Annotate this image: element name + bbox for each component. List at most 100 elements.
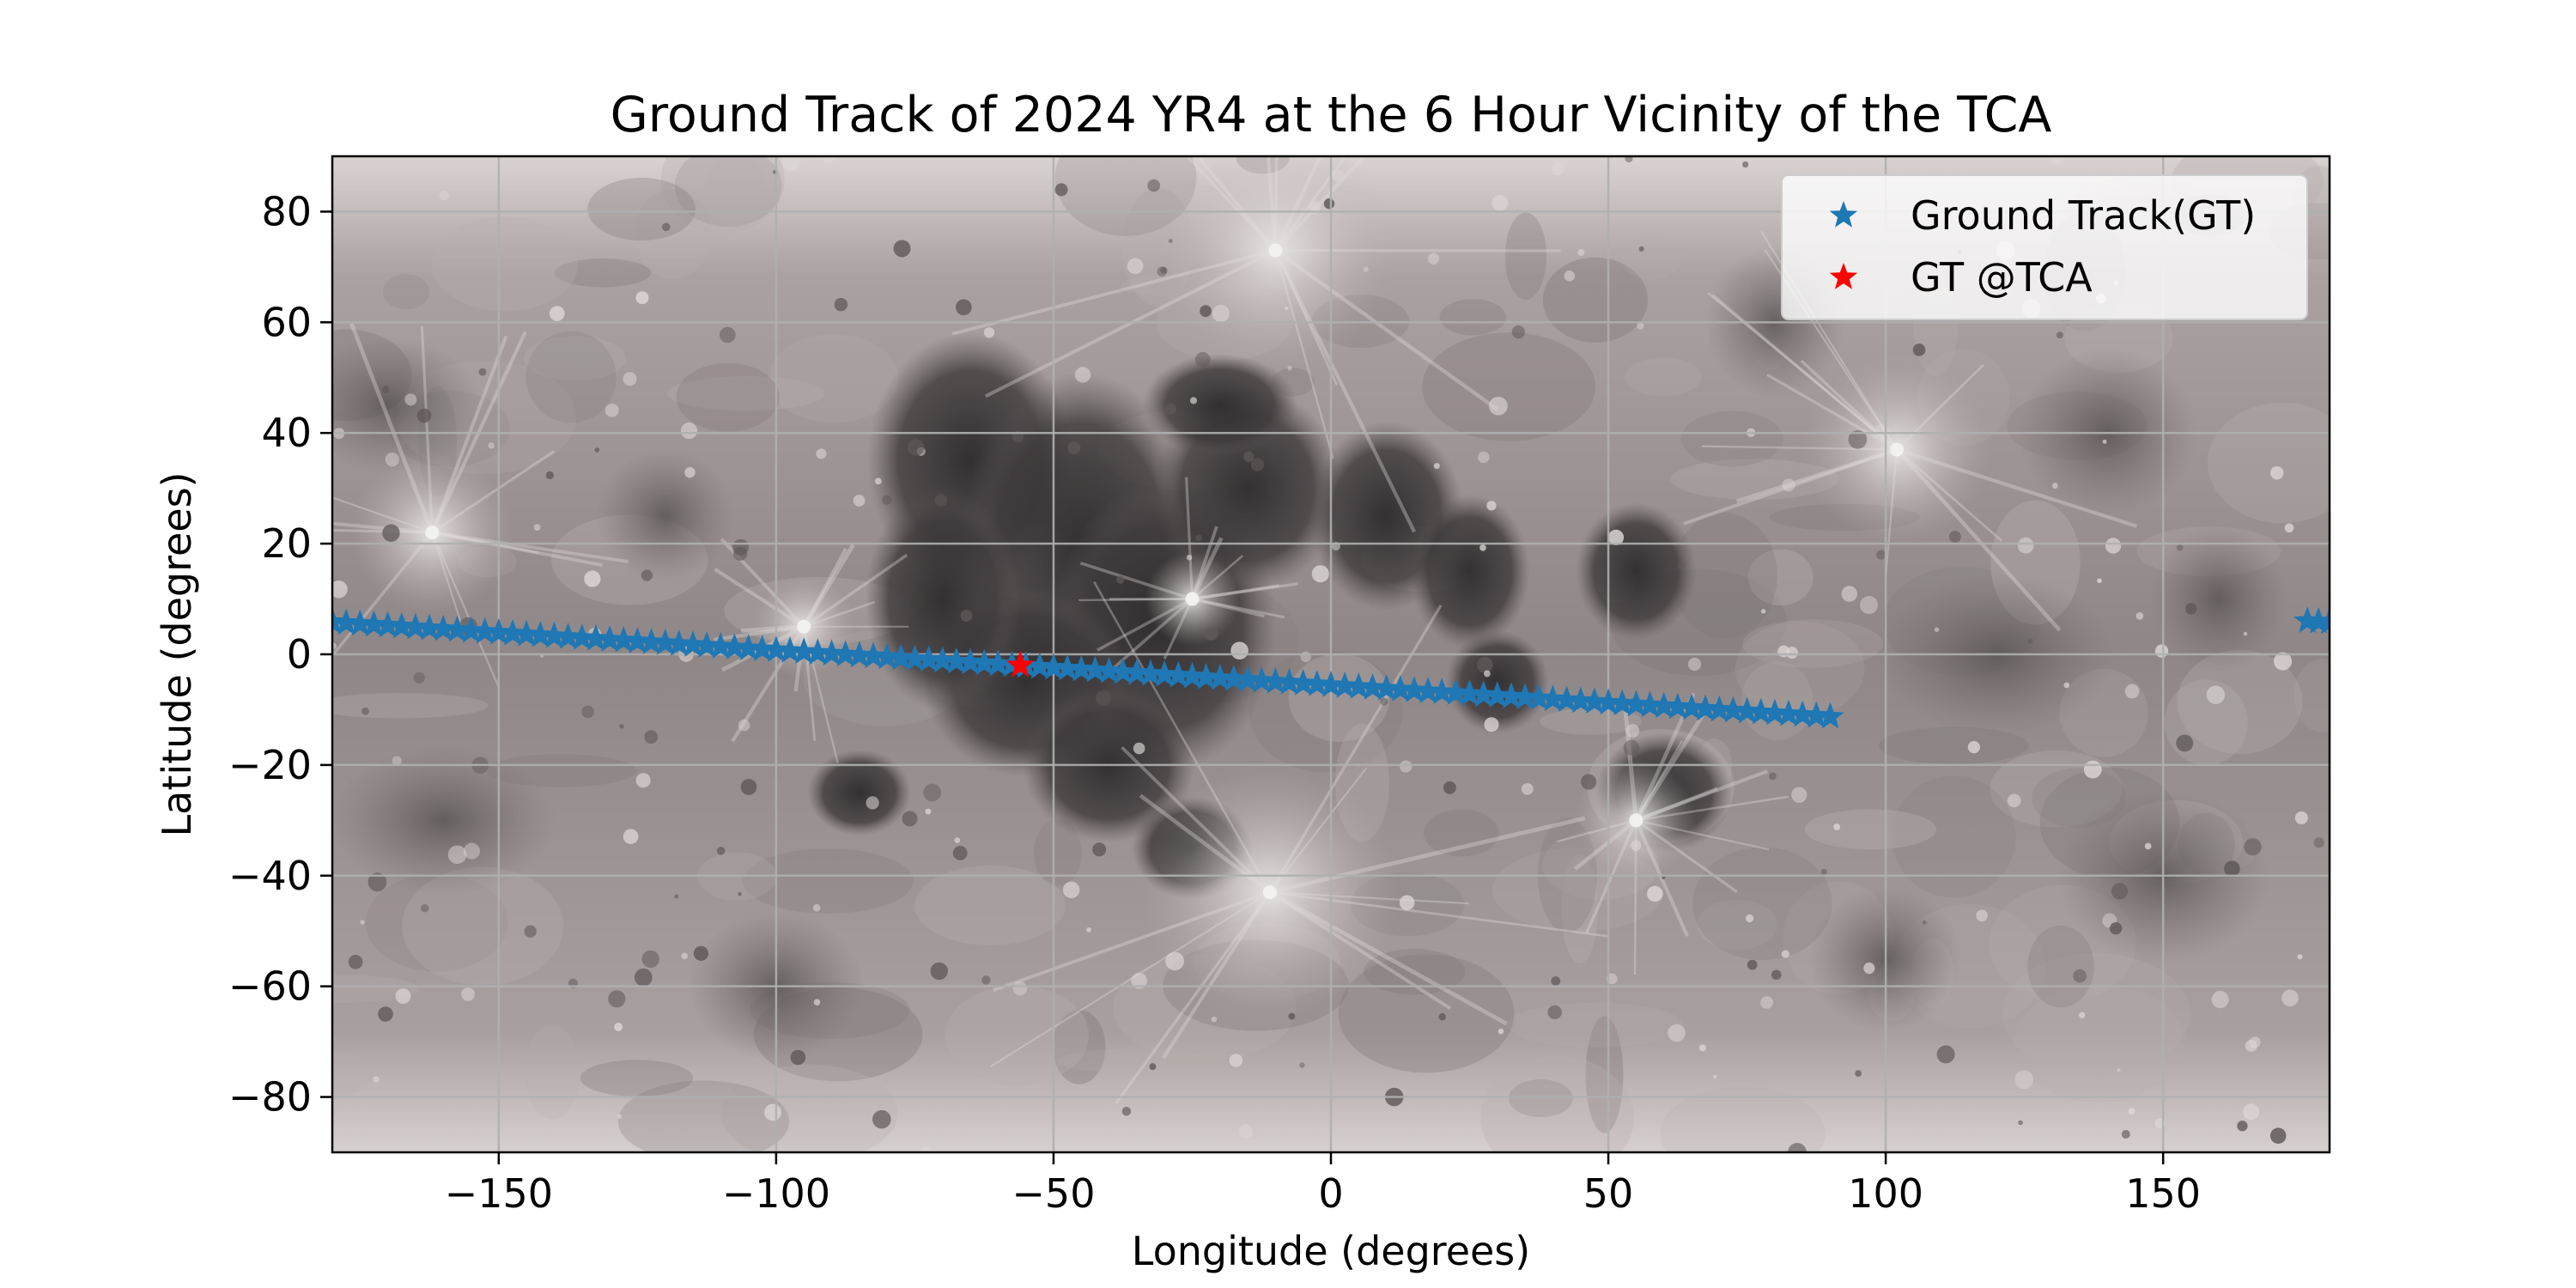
ground-track-point — [429, 614, 458, 641]
ground-track-point — [1774, 699, 1803, 726]
x-tick-label: −150 — [445, 1170, 553, 1217]
ground-track-point — [513, 619, 541, 647]
ground-track-point — [484, 617, 513, 645]
ground-track-point — [1580, 687, 1609, 714]
ground-track-point — [1413, 677, 1443, 703]
ground-track-point — [554, 623, 582, 649]
ground-track-point — [984, 649, 1012, 677]
ground-track-point — [1025, 652, 1054, 679]
ground-track-point — [1733, 696, 1761, 724]
x-tick-label: 150 — [2125, 1170, 2201, 1217]
legend-entry-label: Ground Track(GT) — [1911, 192, 2256, 239]
ground-track-point — [1358, 673, 1387, 700]
ground-track-point — [1442, 678, 1470, 705]
ground-track-point — [374, 611, 402, 638]
x-tick-label: −50 — [1012, 1170, 1095, 1217]
ground-track-point — [568, 623, 596, 650]
ground-track-point — [1164, 660, 1193, 688]
ground-track-point — [387, 611, 416, 639]
legend-marker — [1829, 263, 1858, 289]
y-tick-label: −60 — [228, 963, 312, 1010]
ground-track-point — [1594, 688, 1623, 715]
ground-track-point — [734, 634, 762, 660]
ground-track-point — [595, 625, 624, 652]
ground-track-point — [1428, 677, 1456, 704]
ground-track-point — [762, 635, 791, 662]
y-ticks: −80 −60 −40 −20 0 20 40 60 80 — [228, 188, 332, 1121]
ground-track-point — [581, 624, 611, 651]
tca-point — [1006, 650, 1035, 677]
ground-track-point — [1151, 659, 1179, 687]
x-tick-label: 0 — [1318, 1170, 1343, 1217]
ground-track-point — [1511, 683, 1540, 710]
ground-track-point — [872, 642, 902, 670]
ground-track-point — [1802, 701, 1831, 728]
ground-track-point — [443, 615, 471, 642]
ground-track-point — [1566, 686, 1595, 714]
ground-track-point — [1747, 697, 1775, 725]
y-axis-label: Latitude (degrees) — [154, 471, 200, 836]
y-tick-label: 40 — [261, 410, 312, 456]
ground-track-point — [914, 645, 943, 672]
ground-track-point — [775, 636, 805, 663]
ground-track-point — [1178, 661, 1206, 689]
ground-track-point — [1095, 656, 1123, 683]
legend: Ground Track(GT) GT @TCA — [1781, 174, 2308, 320]
x-tick-label: −100 — [722, 1170, 830, 1217]
ground-track-point — [332, 608, 361, 635]
ground-track-point — [1525, 683, 1553, 711]
ground-track-point — [471, 617, 499, 644]
x-tick-label: 50 — [1583, 1170, 1634, 1217]
ground-track-point — [1469, 680, 1498, 708]
ground-track-point — [637, 628, 665, 654]
ground-track-point — [748, 635, 776, 661]
plot-area — [332, 156, 2330, 1152]
ground-track-point — [1081, 655, 1109, 683]
ground-track-point — [1663, 692, 1692, 720]
ground-track-point — [970, 648, 999, 676]
ground-track-point — [415, 613, 444, 641]
ground-track-point — [901, 644, 929, 671]
ground-track-point — [1261, 667, 1290, 694]
x-axis-label: Longitude (degrees) — [1132, 1228, 1530, 1274]
ground-track-point — [845, 641, 873, 668]
ground-track-point — [1372, 674, 1400, 701]
chart-title: Ground Track of 2024 YR4 at the 6 Hour V… — [611, 87, 2052, 143]
legend-marker — [1829, 201, 1858, 228]
ground-track-point — [610, 626, 638, 653]
y-tick-label: 20 — [261, 520, 312, 567]
ground-track-point — [1122, 658, 1151, 685]
ground-track-point — [1289, 669, 1317, 696]
ground-track-point — [1719, 696, 1747, 723]
ground-track-point — [831, 640, 860, 667]
ground-track-point — [678, 630, 708, 657]
ground-track-point — [457, 616, 485, 643]
ground-track-point — [1608, 689, 1637, 716]
ground-track-point — [1649, 691, 1678, 719]
ground-track-point — [817, 639, 846, 666]
ground-track-point — [401, 612, 430, 640]
ground-track-point — [887, 643, 915, 671]
ground-track-point — [859, 641, 888, 669]
ground-track-point — [707, 632, 735, 659]
ground-track-point — [1789, 700, 1817, 727]
x-tick-label: 100 — [1848, 1170, 1923, 1217]
ground-track-point — [804, 638, 832, 665]
ground-track-point — [651, 629, 679, 655]
ground-track-point — [1816, 702, 1844, 729]
legend-box — [1781, 174, 2308, 320]
ground-track-point — [1219, 664, 1249, 691]
ground-track-point — [1345, 672, 1373, 699]
ground-track-point — [1248, 666, 1276, 693]
ground-track-point — [1497, 682, 1526, 709]
ground-track-point — [928, 646, 957, 673]
ground-track-point — [1539, 684, 1567, 712]
ground-track-point — [1233, 665, 1262, 692]
ground-track-point — [623, 627, 652, 653]
ground-track-point — [526, 620, 555, 647]
ground-track-point — [693, 631, 721, 658]
ground-track-point — [1552, 685, 1581, 713]
y-tick-label: −80 — [228, 1074, 312, 1121]
legend-entry-label: GT @TCA — [1911, 254, 2093, 301]
